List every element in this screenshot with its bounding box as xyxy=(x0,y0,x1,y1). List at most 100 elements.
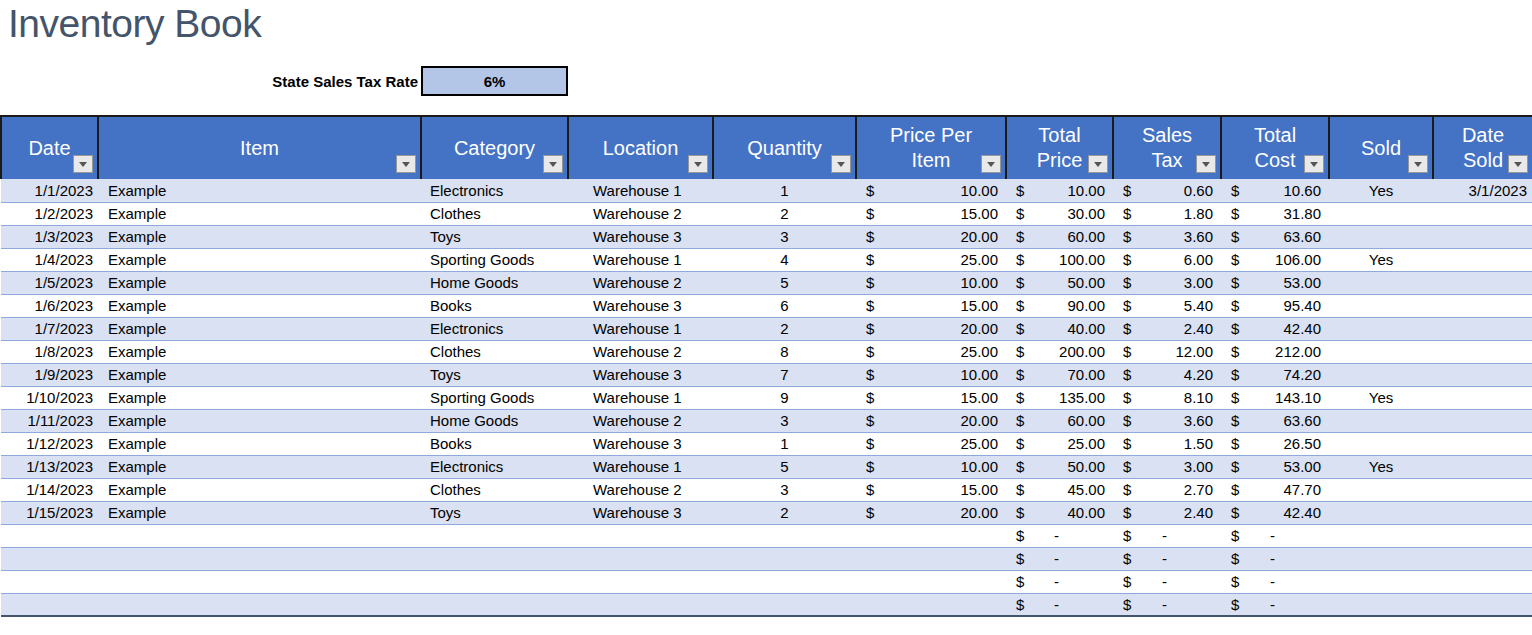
cell-category[interactable]: Sporting Goods xyxy=(421,386,568,409)
cell-price_per_item[interactable]: $15.00 xyxy=(856,202,1006,225)
cell-item[interactable]: Example xyxy=(98,478,421,501)
cell-total_cost[interactable]: $106.00 xyxy=(1221,248,1329,271)
cell-total_price[interactable]: $70.00 xyxy=(1006,363,1113,386)
filter-button-price_per_item[interactable] xyxy=(981,155,1001,173)
cell-date[interactable] xyxy=(1,570,98,593)
cell-item[interactable]: Example xyxy=(98,340,421,363)
cell-item[interactable]: Example xyxy=(98,248,421,271)
cell-sales_tax[interactable]: $2.40 xyxy=(1113,501,1221,524)
cell-total_cost[interactable]: $143.10 xyxy=(1221,386,1329,409)
cell-category[interactable] xyxy=(421,570,568,593)
cell-price_per_item[interactable]: $20.00 xyxy=(856,225,1006,248)
cell-item[interactable] xyxy=(98,524,421,547)
cell-sold[interactable] xyxy=(1329,271,1433,294)
filter-button-category[interactable] xyxy=(543,155,563,173)
cell-sales_tax[interactable]: $2.70 xyxy=(1113,478,1221,501)
cell-total_cost[interactable]: $10.60 xyxy=(1221,179,1329,202)
cell-total_price[interactable]: $200.00 xyxy=(1006,340,1113,363)
cell-sold[interactable] xyxy=(1329,501,1433,524)
cell-category[interactable]: Electronics xyxy=(421,455,568,478)
cell-item[interactable]: Example xyxy=(98,409,421,432)
column-header-date[interactable]: Date xyxy=(1,116,98,179)
cell-total_cost[interactable]: $95.40 xyxy=(1221,294,1329,317)
cell-sold[interactable] xyxy=(1329,294,1433,317)
cell-price_per_item[interactable]: $15.00 xyxy=(856,478,1006,501)
cell-sales_tax[interactable]: $5.40 xyxy=(1113,294,1221,317)
cell-item[interactable] xyxy=(98,547,421,570)
column-header-item[interactable]: Item xyxy=(98,116,421,179)
cell-total_cost[interactable]: $- xyxy=(1221,570,1329,593)
cell-quantity[interactable]: 3 xyxy=(713,478,856,501)
cell-sold[interactable]: Yes xyxy=(1329,455,1433,478)
cell-date_sold[interactable] xyxy=(1433,271,1532,294)
cell-date[interactable]: 1/1/2023 xyxy=(1,179,98,202)
cell-location[interactable]: Warehouse 1 xyxy=(568,248,713,271)
cell-location[interactable]: Warehouse 1 xyxy=(568,317,713,340)
cell-price_per_item[interactable]: $20.00 xyxy=(856,409,1006,432)
cell-quantity[interactable]: 3 xyxy=(713,225,856,248)
cell-total_price[interactable]: $45.00 xyxy=(1006,478,1113,501)
cell-quantity[interactable]: 9 xyxy=(713,386,856,409)
cell-category[interactable] xyxy=(421,524,568,547)
cell-date[interactable]: 1/13/2023 xyxy=(1,455,98,478)
cell-category[interactable]: Books xyxy=(421,432,568,455)
cell-sales_tax[interactable]: $1.50 xyxy=(1113,432,1221,455)
cell-date[interactable]: 1/9/2023 xyxy=(1,363,98,386)
cell-price_per_item[interactable]: $15.00 xyxy=(856,386,1006,409)
cell-quantity[interactable]: 3 xyxy=(713,409,856,432)
column-header-sold[interactable]: Sold xyxy=(1329,116,1433,179)
cell-date[interactable] xyxy=(1,593,98,616)
filter-button-date[interactable] xyxy=(73,155,93,173)
cell-price_per_item[interactable] xyxy=(856,524,1006,547)
cell-total_cost[interactable]: $47.70 xyxy=(1221,478,1329,501)
cell-total_price[interactable]: $- xyxy=(1006,570,1113,593)
cell-total_cost[interactable]: $53.00 xyxy=(1221,271,1329,294)
cell-date[interactable]: 1/14/2023 xyxy=(1,478,98,501)
cell-date[interactable]: 1/3/2023 xyxy=(1,225,98,248)
cell-category[interactable]: Sporting Goods xyxy=(421,248,568,271)
cell-total_price[interactable]: $50.00 xyxy=(1006,271,1113,294)
filter-button-total_price[interactable] xyxy=(1088,155,1108,173)
cell-date_sold[interactable] xyxy=(1433,248,1532,271)
filter-button-sales_tax[interactable] xyxy=(1196,155,1216,173)
cell-sold[interactable]: Yes xyxy=(1329,386,1433,409)
cell-total_cost[interactable]: $53.00 xyxy=(1221,455,1329,478)
cell-item[interactable]: Example xyxy=(98,294,421,317)
cell-quantity[interactable]: 1 xyxy=(713,432,856,455)
cell-location[interactable]: Warehouse 3 xyxy=(568,294,713,317)
cell-quantity[interactable]: 7 xyxy=(713,363,856,386)
cell-date[interactable]: 1/6/2023 xyxy=(1,294,98,317)
cell-date_sold[interactable] xyxy=(1433,501,1532,524)
cell-total_price[interactable]: $30.00 xyxy=(1006,202,1113,225)
cell-category[interactable]: Toys xyxy=(421,501,568,524)
cell-total_price[interactable]: $100.00 xyxy=(1006,248,1113,271)
cell-sales_tax[interactable]: $1.80 xyxy=(1113,202,1221,225)
cell-item[interactable]: Example xyxy=(98,432,421,455)
cell-sold[interactable] xyxy=(1329,524,1433,547)
cell-location[interactable] xyxy=(568,593,713,616)
cell-total_cost[interactable]: $212.00 xyxy=(1221,340,1329,363)
filter-button-sold[interactable] xyxy=(1408,155,1428,173)
column-header-category[interactable]: Category xyxy=(421,116,568,179)
cell-total_cost[interactable]: $74.20 xyxy=(1221,363,1329,386)
cell-date_sold[interactable] xyxy=(1433,317,1532,340)
column-header-total_cost[interactable]: Total Cost xyxy=(1221,116,1329,179)
tax-rate-input[interactable]: 6% xyxy=(421,66,568,96)
cell-location[interactable] xyxy=(568,524,713,547)
cell-item[interactable]: Example xyxy=(98,271,421,294)
cell-date[interactable]: 1/10/2023 xyxy=(1,386,98,409)
cell-date_sold[interactable] xyxy=(1433,294,1532,317)
cell-price_per_item[interactable]: $20.00 xyxy=(856,501,1006,524)
cell-price_per_item[interactable]: $10.00 xyxy=(856,271,1006,294)
cell-item[interactable] xyxy=(98,593,421,616)
cell-sales_tax[interactable]: $- xyxy=(1113,547,1221,570)
cell-quantity[interactable]: 4 xyxy=(713,248,856,271)
cell-sold[interactable] xyxy=(1329,547,1433,570)
cell-total_cost[interactable]: $63.60 xyxy=(1221,225,1329,248)
cell-price_per_item[interactable]: $10.00 xyxy=(856,179,1006,202)
cell-date[interactable]: 1/15/2023 xyxy=(1,501,98,524)
cell-date[interactable]: 1/5/2023 xyxy=(1,271,98,294)
cell-price_per_item[interactable]: $25.00 xyxy=(856,340,1006,363)
cell-price_per_item[interactable] xyxy=(856,547,1006,570)
cell-quantity[interactable]: 8 xyxy=(713,340,856,363)
